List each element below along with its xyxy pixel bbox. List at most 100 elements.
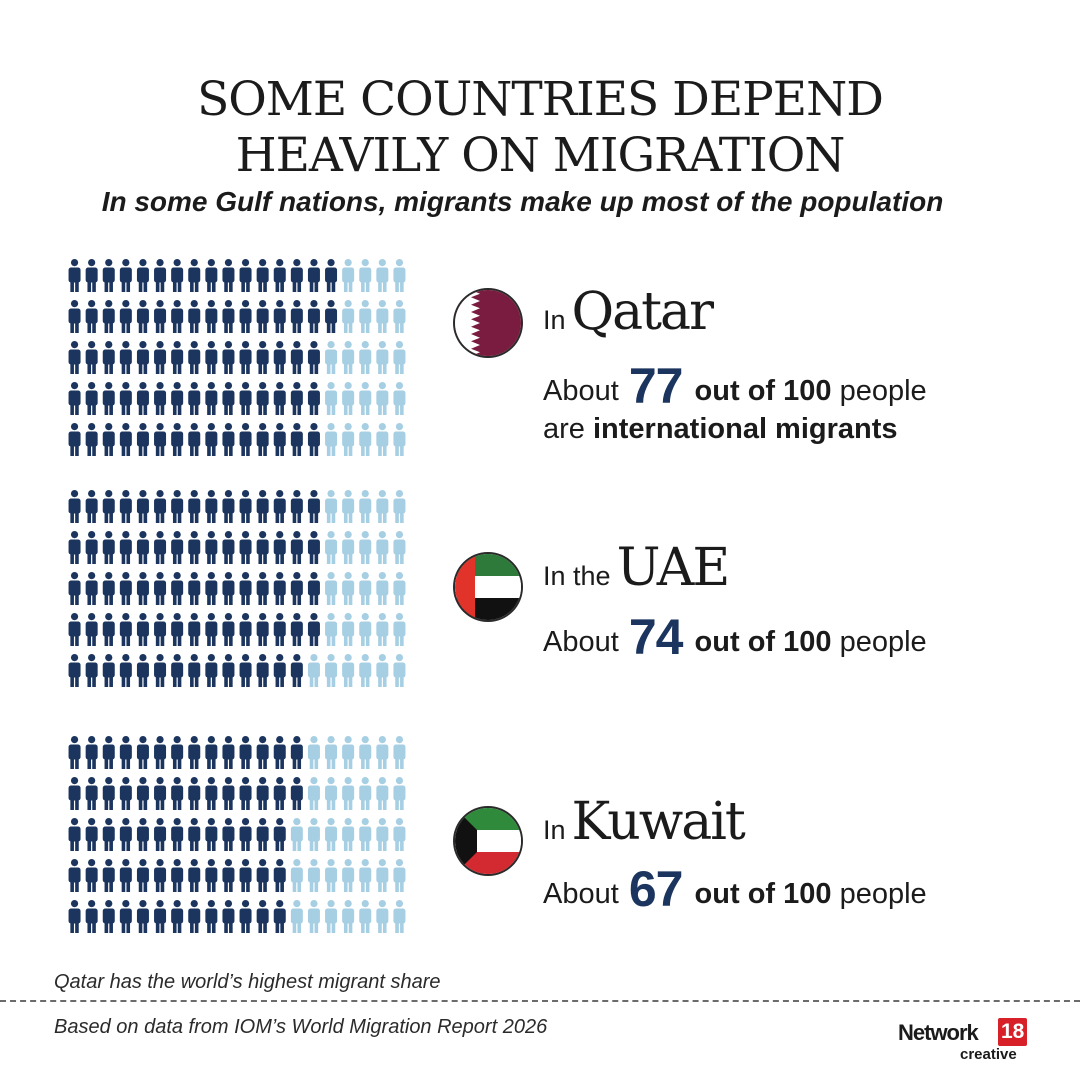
- migrant-person-icon: [85, 341, 98, 374]
- migrant-person-icon: [102, 736, 115, 769]
- migrant-person-icon: [222, 259, 235, 292]
- migrant-person-icon: [68, 900, 81, 933]
- non-migrant-person-icon: [342, 259, 355, 292]
- migrant-person-icon: [256, 259, 269, 292]
- migrant-person-icon: [222, 736, 235, 769]
- migrant-person-icon: [136, 900, 149, 933]
- migrant-person-icon: [222, 818, 235, 851]
- migrant-person-icon: [119, 613, 132, 646]
- waffle-svg: [68, 490, 406, 687]
- migrant-person-icon: [102, 423, 115, 456]
- logo-badge: 18: [998, 1018, 1028, 1046]
- migrant-person-icon: [85, 654, 98, 687]
- non-migrant-person-icon: [325, 490, 338, 523]
- migrant-person-icon: [239, 654, 252, 687]
- migrant-person-icon: [102, 900, 115, 933]
- migrant-person-icon: [290, 490, 303, 523]
- migrant-person-icon: [307, 613, 320, 646]
- non-migrant-person-icon: [325, 531, 338, 564]
- country-name: UAE: [616, 538, 731, 598]
- migrant-person-icon: [119, 777, 132, 810]
- migrant-person-icon: [256, 859, 269, 892]
- migrant-person-icon: [290, 382, 303, 415]
- migrant-person-icon: [239, 859, 252, 892]
- migrant-person-icon: [171, 654, 184, 687]
- non-migrant-person-icon: [342, 654, 355, 687]
- migrant-person-icon: [188, 341, 201, 374]
- non-migrant-person-icon: [290, 818, 303, 851]
- non-migrant-person-icon: [393, 423, 406, 456]
- migrant-person-icon: [222, 572, 235, 605]
- stat-number: 67: [628, 861, 684, 917]
- logo-brand: Network: [898, 1020, 979, 1045]
- migrant-person-icon: [102, 613, 115, 646]
- non-migrant-person-icon: [376, 423, 389, 456]
- migrant-person-icon: [256, 490, 269, 523]
- stat-people: people: [839, 626, 927, 658]
- non-migrant-person-icon: [342, 818, 355, 851]
- migrant-person-icon: [256, 531, 269, 564]
- country-name: Kuwait: [571, 792, 746, 852]
- migrant-person-icon: [154, 818, 167, 851]
- non-migrant-person-icon: [325, 382, 338, 415]
- migrant-person-icon: [171, 382, 184, 415]
- migrant-person-icon: [273, 736, 286, 769]
- migrant-person-icon: [307, 341, 320, 374]
- stat-suffix: out of 100: [694, 626, 832, 658]
- migrant-person-icon: [239, 818, 252, 851]
- non-migrant-person-icon: [393, 736, 406, 769]
- migrant-person-icon: [205, 818, 218, 851]
- migrant-person-icon: [154, 654, 167, 687]
- migrant-person-icon: [273, 859, 286, 892]
- stat-line2-bold: international migrants: [592, 413, 898, 445]
- waffle-chart-qatar: [66, 256, 408, 461]
- migrant-person-icon: [68, 531, 81, 564]
- migrant-person-icon: [68, 382, 81, 415]
- non-migrant-person-icon: [376, 531, 389, 564]
- migrant-person-icon: [102, 382, 115, 415]
- migrant-person-icon: [136, 572, 149, 605]
- non-migrant-person-icon: [342, 423, 355, 456]
- migrant-person-icon: [188, 859, 201, 892]
- migrant-person-icon: [68, 736, 81, 769]
- migrant-person-icon: [136, 654, 149, 687]
- migrant-person-icon: [119, 423, 132, 456]
- migrant-person-icon: [188, 531, 201, 564]
- migrant-person-icon: [239, 572, 252, 605]
- migrant-person-icon: [119, 818, 132, 851]
- migrant-person-icon: [171, 900, 184, 933]
- non-migrant-person-icon: [307, 736, 320, 769]
- migrant-person-icon: [256, 300, 269, 333]
- migrant-person-icon: [290, 531, 303, 564]
- waffle-chart-kuwait: [66, 733, 408, 938]
- non-migrant-person-icon: [359, 736, 372, 769]
- migrant-person-icon: [188, 818, 201, 851]
- non-migrant-person-icon: [376, 300, 389, 333]
- migrant-person-icon: [222, 613, 235, 646]
- migrant-person-icon: [239, 382, 252, 415]
- non-migrant-person-icon: [325, 341, 338, 374]
- non-migrant-person-icon: [376, 736, 389, 769]
- migrant-person-icon: [273, 818, 286, 851]
- non-migrant-person-icon: [307, 777, 320, 810]
- migrant-person-icon: [188, 613, 201, 646]
- migrant-person-icon: [102, 531, 115, 564]
- migrant-person-icon: [119, 341, 132, 374]
- non-migrant-person-icon: [359, 572, 372, 605]
- non-migrant-person-icon: [359, 531, 372, 564]
- migrant-person-icon: [85, 490, 98, 523]
- non-migrant-person-icon: [393, 382, 406, 415]
- migrant-person-icon: [154, 900, 167, 933]
- stat-suffix: out of 100: [694, 878, 832, 910]
- non-migrant-person-icon: [393, 654, 406, 687]
- migrant-person-icon: [256, 572, 269, 605]
- migrant-person-icon: [222, 777, 235, 810]
- stat-about: About: [543, 878, 619, 910]
- migrant-person-icon: [136, 382, 149, 415]
- migrant-person-icon: [171, 736, 184, 769]
- migrant-person-icon: [119, 259, 132, 292]
- country-name: Qatar: [571, 282, 714, 342]
- migrant-person-icon: [273, 613, 286, 646]
- migrant-person-icon: [154, 572, 167, 605]
- migrant-person-icon: [119, 300, 132, 333]
